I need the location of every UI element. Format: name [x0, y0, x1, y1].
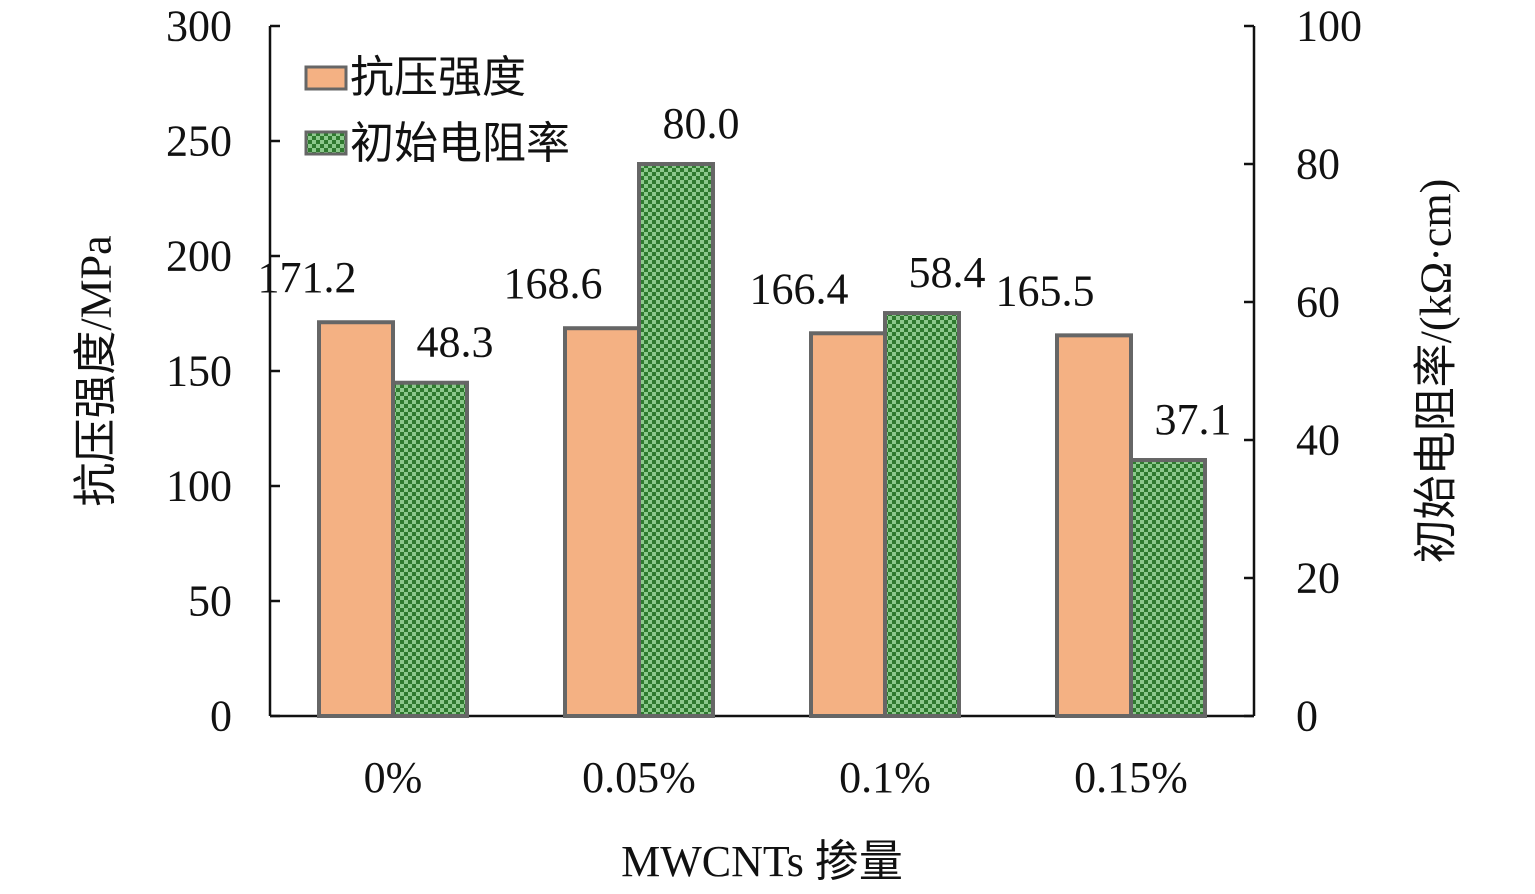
left-tick-label: 100 — [166, 462, 232, 511]
bars — [317, 162, 1207, 719]
data-label-compressive-strength: 165.5 — [996, 266, 1095, 315]
right-tick-label: 0 — [1296, 692, 1318, 741]
right-tick-label: 80 — [1296, 140, 1340, 189]
bar-initial-resistivity — [391, 380, 469, 718]
bar-compressive-strength — [809, 331, 887, 718]
bar-compressive-strength — [1055, 333, 1133, 718]
legend: 抗压强度 初始电阻率 — [304, 53, 570, 168]
bar-initial-resistivity — [883, 311, 961, 718]
x-tick-label: 0.05% — [582, 753, 696, 802]
y-axis-title: 抗压强度/MPa — [72, 235, 121, 506]
data-label-initial-resistivity: 58.4 — [909, 248, 986, 297]
x-tick-label: 0.15% — [1074, 753, 1188, 802]
data-label-initial-resistivity: 48.3 — [417, 318, 494, 367]
legend-label-initial-resistivity: 初始电阻率 — [350, 119, 570, 168]
bar-compressive-strength — [563, 326, 641, 718]
bar-initial-resistivity — [637, 162, 715, 718]
right-tick-label: 20 — [1296, 554, 1340, 603]
right-tick-label: 100 — [1296, 2, 1362, 51]
data-label-initial-resistivity: 80.0 — [663, 99, 740, 148]
bar-initial-resistivity — [1129, 458, 1207, 719]
x-axis-tick-labels: 0% 0.05% 0.1% 0.15% — [364, 753, 1188, 802]
x-tick-label: 0% — [364, 753, 423, 802]
right-tick-label: 40 — [1296, 416, 1340, 465]
legend-swatch-compressive-strength — [304, 65, 348, 91]
left-tick-label: 300 — [166, 2, 232, 51]
data-label-compressive-strength: 166.4 — [750, 264, 849, 313]
x-tick-label: 0.1% — [839, 753, 931, 802]
left-tick-label: 150 — [166, 347, 232, 396]
data-label-initial-resistivity: 37.1 — [1155, 395, 1232, 444]
left-tick-label: 50 — [188, 577, 232, 626]
right-tick-label: 60 — [1296, 278, 1340, 327]
left-tick-label: 200 — [166, 232, 232, 281]
left-tick-label: 0 — [210, 692, 232, 741]
legend-swatch-initial-resistivity — [304, 130, 348, 156]
legend-label-compressive-strength: 抗压强度 — [350, 53, 526, 102]
bar-compressive-strength — [317, 320, 395, 718]
left-tick-label: 250 — [166, 117, 232, 166]
data-label-compressive-strength: 168.6 — [504, 259, 603, 308]
left-y-axis-ticks: 0 50 100 150 200 250 300 — [166, 2, 280, 741]
right-y-axis-ticks: 0 20 40 60 80 100 — [1244, 2, 1362, 741]
x-axis-title: MWCNTs 掺量 — [621, 837, 903, 886]
data-label-compressive-strength: 171.2 — [258, 253, 357, 302]
y2-axis-title: 初始电阻率/(kΩ·cm) — [1412, 179, 1461, 564]
